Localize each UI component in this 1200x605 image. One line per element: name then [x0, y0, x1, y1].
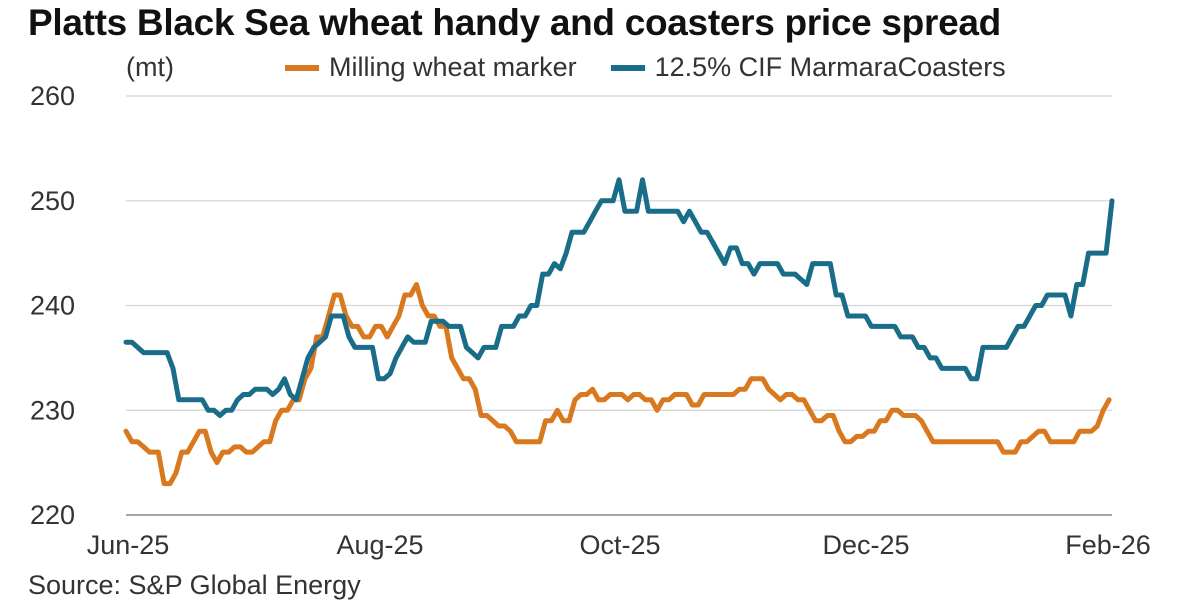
legend-label-milling-wheat: Milling wheat marker: [329, 52, 577, 82]
series-line-milling-wheat: [123, 282, 1112, 487]
legend-item-marmara-coasters: 12.5% CIF MarmaraCoasters: [610, 52, 1006, 83]
x-tick-label: Aug-25: [336, 530, 423, 560]
chart-legend: Milling wheat marker 12.5% CIF MarmaraCo…: [285, 52, 1040, 83]
y-tick-label: 240: [30, 291, 75, 321]
legend-item-milling-wheat: Milling wheat marker: [285, 52, 577, 83]
y-axis-unit: (mt): [126, 52, 174, 82]
x-tick-label: Dec-25: [822, 530, 909, 560]
legend-swatch-teal: [610, 64, 645, 71]
y-tick-label: 220: [30, 500, 75, 530]
x-tick-label: Jun-25: [87, 530, 170, 560]
chart-title: Platts Black Sea wheat handy and coaster…: [28, 2, 1001, 43]
y-tick-label: 260: [30, 81, 75, 111]
x-axis-ticks: Jun-25 Aug-25 Oct-25 Dec-25 Feb-26: [87, 530, 1151, 560]
legend-label-marmara-coasters: 12.5% CIF MarmaraCoasters: [654, 52, 1006, 82]
series-lines: [123, 177, 1115, 487]
y-axis-ticks: 220 230 240 250 260: [30, 81, 75, 530]
x-tick-label: Feb-26: [1065, 530, 1151, 560]
y-tick-label: 230: [30, 395, 75, 425]
gridlines: [126, 95, 1112, 411]
legend-swatch-orange: [285, 64, 319, 71]
y-tick-label: 250: [30, 186, 75, 216]
series-line-marmara-coasters: [123, 177, 1115, 418]
source-note: Source: S&P Global Energy: [28, 570, 361, 600]
x-tick-label: Oct-25: [579, 530, 660, 560]
